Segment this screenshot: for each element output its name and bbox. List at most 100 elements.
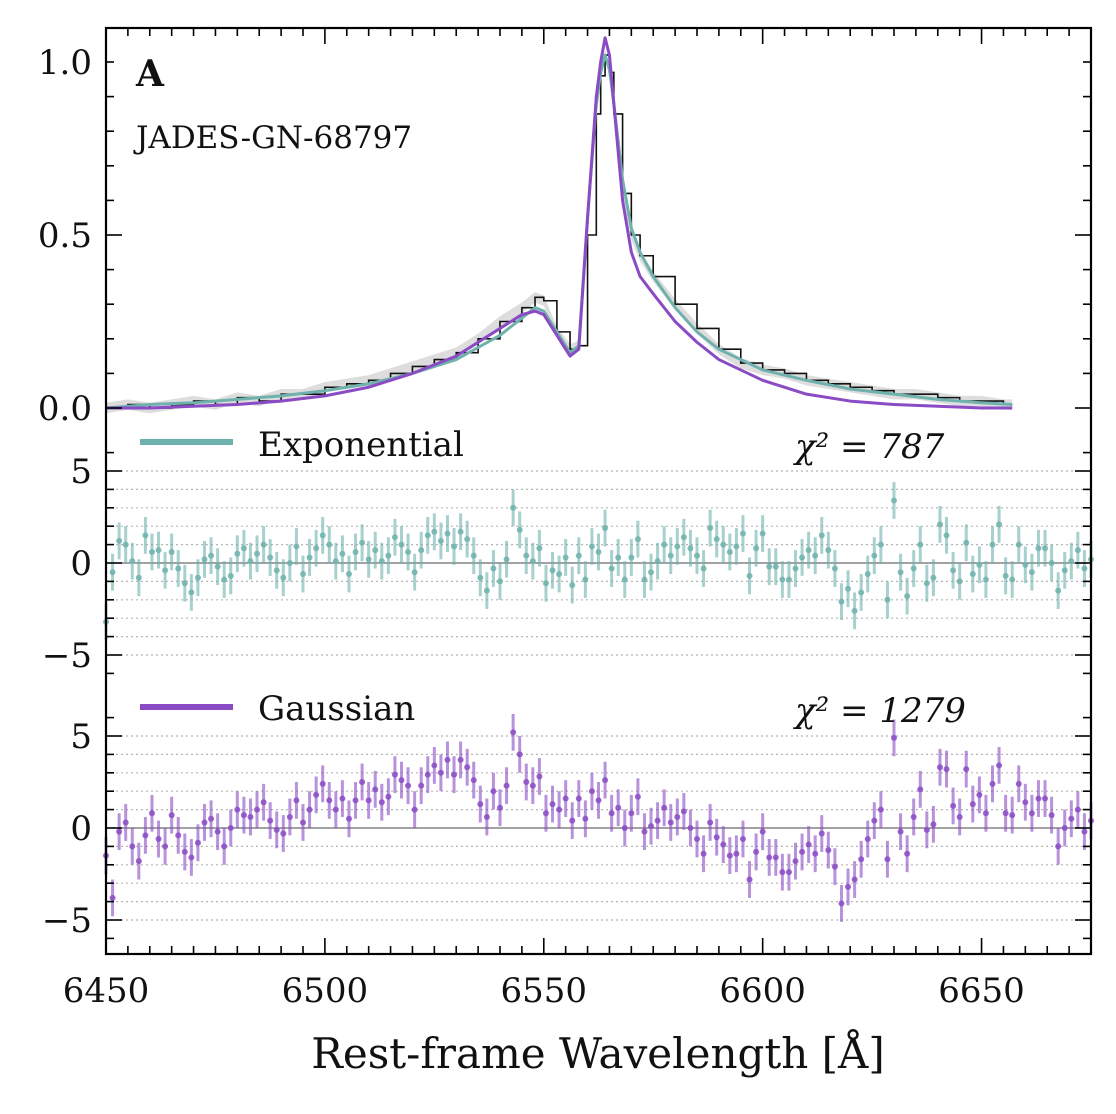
gaussian-residual-point	[950, 802, 957, 809]
gaussian-residual-point	[148, 810, 155, 817]
exponential-residual-point	[707, 525, 714, 532]
exponential-residual-point	[989, 541, 996, 548]
gaussian-residual-point	[214, 828, 221, 835]
exponential-residual-point	[1081, 565, 1088, 572]
y-tick-label-gaussian: −5	[42, 901, 92, 941]
exponential-residual-point	[431, 528, 438, 535]
exponential-residual-point	[746, 572, 753, 579]
exponential-residual-point	[792, 565, 799, 572]
exponential-residual-point	[451, 543, 458, 550]
exponential-residual-point	[135, 574, 142, 581]
exponential-residual-point	[582, 576, 589, 583]
exponential-residual-point	[805, 547, 812, 554]
gaussian-residual-point	[556, 806, 563, 813]
gaussian-residual-point	[687, 825, 694, 831]
exponential-residual-point	[529, 558, 536, 565]
gaussian-residual-point	[1048, 812, 1055, 819]
exponential-residual-point	[523, 552, 530, 559]
exponential-residual-point	[615, 554, 622, 561]
gaussian-residual-point	[936, 764, 943, 771]
exponential-residual-point	[759, 530, 766, 537]
gaussian-residual-point	[831, 863, 838, 870]
gaussian-residual-point	[569, 817, 576, 824]
gaussian-residual-point	[293, 797, 300, 804]
gaussian-residual-point	[188, 854, 195, 861]
gaussian-residual-point	[418, 782, 425, 789]
exponential-residual-point	[818, 532, 825, 539]
gaussian-residual-point	[549, 801, 556, 808]
gaussian-residual-point	[273, 826, 280, 833]
gaussian-residual-point	[680, 808, 687, 815]
gaussian-residual-point	[431, 762, 438, 769]
exponential-residual-point	[385, 552, 392, 559]
gaussian-residual-point	[405, 782, 412, 789]
exponential-residual-point	[726, 548, 733, 555]
exponential-residual-point	[943, 532, 950, 539]
gaussian-residual-point	[437, 769, 444, 776]
gaussian-residual-point	[648, 823, 655, 830]
gaussian-residual-point	[1055, 843, 1062, 850]
exponential-residual-point	[378, 558, 385, 565]
exponential-residual-point	[602, 525, 609, 532]
exponential-residual-point	[976, 561, 983, 568]
gaussian-residual-point	[917, 786, 924, 793]
y-tick-label-exponential: −5	[42, 636, 92, 676]
gaussian-residual-point	[424, 771, 431, 778]
gaussian-residual-point	[969, 801, 976, 808]
exponential-residual-point	[739, 530, 746, 537]
y-tick-label-exponential: 5	[70, 452, 92, 492]
exponential-residual-point	[490, 565, 497, 572]
gaussian-residual-point	[411, 806, 418, 813]
gaussian-residual-point	[713, 834, 720, 841]
exponential-residual-point	[1028, 569, 1035, 576]
exponential-residual-point	[240, 545, 247, 552]
exponential-residual-point	[280, 574, 287, 581]
exponential-residual-point	[785, 576, 792, 583]
chi2-gaussian: χ² = 1279	[793, 691, 966, 731]
gaussian-residual-point	[877, 806, 884, 813]
gaussian-residual-point	[1028, 810, 1035, 817]
gaussian-residual-point	[739, 836, 746, 843]
gaussian-residual-point	[477, 801, 484, 808]
exponential-residual-point	[359, 539, 366, 546]
exponential-residual-point	[871, 552, 878, 559]
gaussian-residual-point	[240, 812, 247, 819]
tick-labels: 6450 6500 6550 6600 6650 0.0 0.5 1.0 −5 0 5 −5 0 5	[38, 43, 1025, 1011]
exponential-residual-point	[293, 543, 300, 550]
exponential-residual-point	[470, 552, 477, 559]
exponential-residual-point	[418, 547, 425, 554]
gaussian-residual-point	[785, 869, 792, 876]
x-axis-label: Rest-frame Wavelength [Å]	[311, 1028, 885, 1078]
exponential-residual-point	[273, 567, 280, 574]
gaussian-residual-point	[208, 815, 215, 822]
gaussian-residual-point	[457, 756, 464, 763]
exponential-residual-point	[897, 569, 904, 576]
exponential-residual-point	[477, 574, 484, 581]
exponential-residual-point	[1009, 576, 1016, 583]
gaussian-residual-point	[339, 795, 346, 802]
exponential-residual-point	[267, 554, 274, 561]
gaussian-residual-point	[838, 900, 845, 907]
exponential-residual-point	[562, 554, 569, 561]
gaussian-residual-point	[319, 780, 326, 787]
exponential-residual-point	[516, 526, 523, 533]
gaussian-residual-point	[904, 850, 911, 857]
exponential-residual-point	[733, 543, 740, 550]
exponential-residual-point	[497, 578, 503, 585]
gaussian-residual-point	[582, 815, 589, 822]
exponential-residual-point	[608, 565, 615, 572]
gaussian-residual-point	[588, 788, 595, 795]
exponential-residual-point	[352, 548, 359, 555]
exponential-residual-point	[214, 563, 221, 570]
exponential-residual-point	[398, 541, 405, 548]
chi2-exponential: χ² = 787	[793, 427, 945, 467]
exponential-residual-point	[1022, 561, 1029, 568]
exponential-residual-point	[575, 552, 582, 559]
x-tick-label: 6500	[282, 971, 369, 1011]
exponential-residual-point	[982, 576, 989, 583]
gaussian-residual-point	[851, 876, 858, 883]
gaussian-residual-point	[1015, 780, 1022, 787]
exponential-residual-point	[831, 565, 838, 572]
exponential-residual-point	[569, 582, 576, 589]
gaussian-residual-point	[891, 734, 897, 741]
